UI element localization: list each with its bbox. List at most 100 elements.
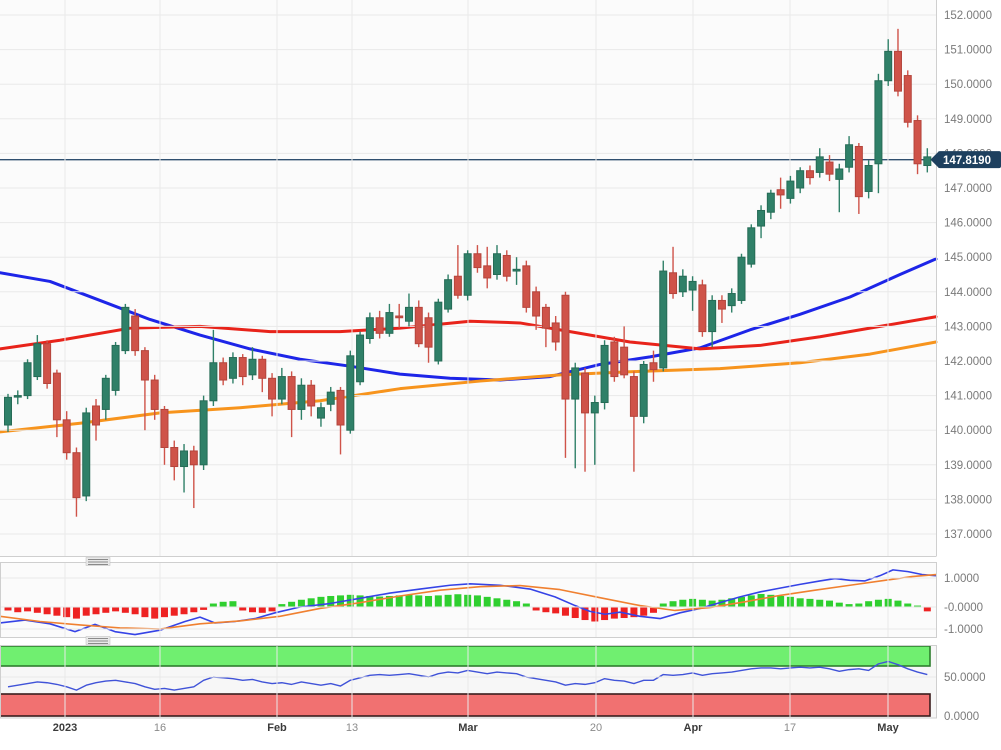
candle-up: [228, 357, 237, 379]
candle-up: [316, 407, 325, 419]
price-axis-label: 145.0000: [944, 252, 992, 264]
hist-bar-down: [581, 607, 589, 621]
hist-bar-up: [698, 599, 706, 607]
hist-bar-down: [151, 607, 159, 619]
candle-down: [620, 346, 629, 376]
hist-bar-down: [92, 607, 100, 615]
candle-up: [757, 209, 766, 227]
candle-down: [219, 362, 228, 381]
candle-up: [590, 402, 599, 414]
candle-up: [493, 253, 501, 276]
hist-bar-down: [239, 607, 247, 611]
candle-down: [424, 317, 433, 348]
hist-bar-up: [796, 598, 804, 607]
price-axis-label: 142.0000: [944, 356, 992, 368]
candle-up: [23, 362, 32, 397]
hist-bar-up: [806, 598, 814, 607]
candle-down: [825, 161, 834, 175]
candle-up: [209, 362, 218, 402]
hist-bar-up: [777, 595, 785, 607]
candle-up: [835, 168, 844, 180]
hist-bar-down: [552, 607, 560, 614]
candle-up: [571, 367, 580, 400]
hist-bar-down: [33, 607, 41, 613]
hist-bar-down: [532, 607, 540, 611]
candle-down: [140, 350, 149, 381]
panel-resize-grip-1[interactable]: [85, 557, 111, 566]
hist-bar-up: [434, 595, 442, 607]
candle-up: [659, 270, 668, 369]
price-axis-label: 138.0000: [944, 494, 992, 506]
candle-down: [717, 299, 726, 310]
hist-bar-down: [561, 607, 569, 616]
macd-signal-line: [0, 573, 937, 630]
candle-down: [258, 358, 267, 379]
candle-down: [502, 254, 511, 277]
candle-up: [4, 396, 12, 426]
candle-down: [522, 265, 531, 308]
candle-down: [473, 253, 482, 269]
hist-bar-up: [503, 599, 511, 607]
candle-down: [551, 322, 560, 343]
candle-down: [62, 419, 71, 454]
candle-up: [248, 358, 257, 376]
macd-axis-label: -1.0000: [944, 624, 983, 636]
hist-bar-up: [219, 601, 227, 607]
hist-bar-up: [718, 599, 726, 607]
candle-down: [805, 170, 814, 179]
candle-down: [395, 315, 404, 319]
hist-bar-up: [816, 599, 824, 607]
candle-up: [356, 334, 365, 383]
hist-bar-up: [865, 601, 873, 607]
hist-bar-down: [112, 607, 120, 612]
candle-up: [101, 377, 110, 410]
hist-bar-up: [522, 603, 530, 607]
time-axis-label: Apr: [684, 722, 704, 734]
candle-down: [903, 75, 912, 123]
hist-bar-up: [845, 604, 853, 607]
hist-bar-down: [249, 607, 256, 613]
time-axis-label: 17: [784, 722, 796, 734]
hist-bar-down: [640, 607, 648, 616]
candle-up: [385, 312, 394, 334]
hist-bar-up: [209, 603, 217, 607]
hist-bar-down: [630, 607, 638, 618]
candle-down: [52, 372, 61, 421]
panel-resize-grip-2[interactable]: [85, 636, 111, 645]
candle-down: [92, 405, 101, 426]
time-axis[interactable]: 2023 16 Feb 13 Mar 20 Apr 17 May: [53, 722, 900, 734]
candle-down: [170, 447, 179, 468]
price-axis-label: 141.0000: [944, 391, 992, 403]
price-axis-label: 143.0000: [944, 321, 992, 333]
oscillator-axis-label: 0.0000: [944, 711, 979, 723]
ma-blue-line: [0, 257, 938, 382]
candle-down: [453, 275, 462, 296]
hist-bar-up: [493, 598, 501, 607]
candle-up: [786, 180, 795, 199]
hist-bar-down: [160, 607, 168, 618]
candle-down: [414, 306, 423, 345]
hist-bar-up: [454, 594, 462, 607]
hist-bar-down: [24, 607, 32, 612]
hist-bar-up: [356, 595, 364, 607]
candle-down: [268, 377, 277, 400]
candle-up: [121, 306, 130, 352]
candle-up: [512, 268, 521, 272]
candle-up: [13, 395, 22, 398]
hist-bar-down: [649, 607, 657, 613]
time-axis-label: 20: [590, 722, 602, 734]
candle-down: [532, 291, 541, 317]
candle-up: [82, 412, 91, 497]
price-axis-label: 146.0000: [944, 218, 992, 230]
candle-down: [581, 372, 590, 414]
candle-down: [375, 317, 384, 334]
hist-bar-down: [102, 607, 110, 613]
hist-bar-up: [376, 596, 384, 607]
panel-borders: [0, 0, 937, 719]
hist-bar-down: [542, 607, 550, 613]
candle-up: [600, 344, 609, 404]
hist-bar-up: [415, 595, 423, 607]
hist-bar-up: [395, 595, 403, 607]
